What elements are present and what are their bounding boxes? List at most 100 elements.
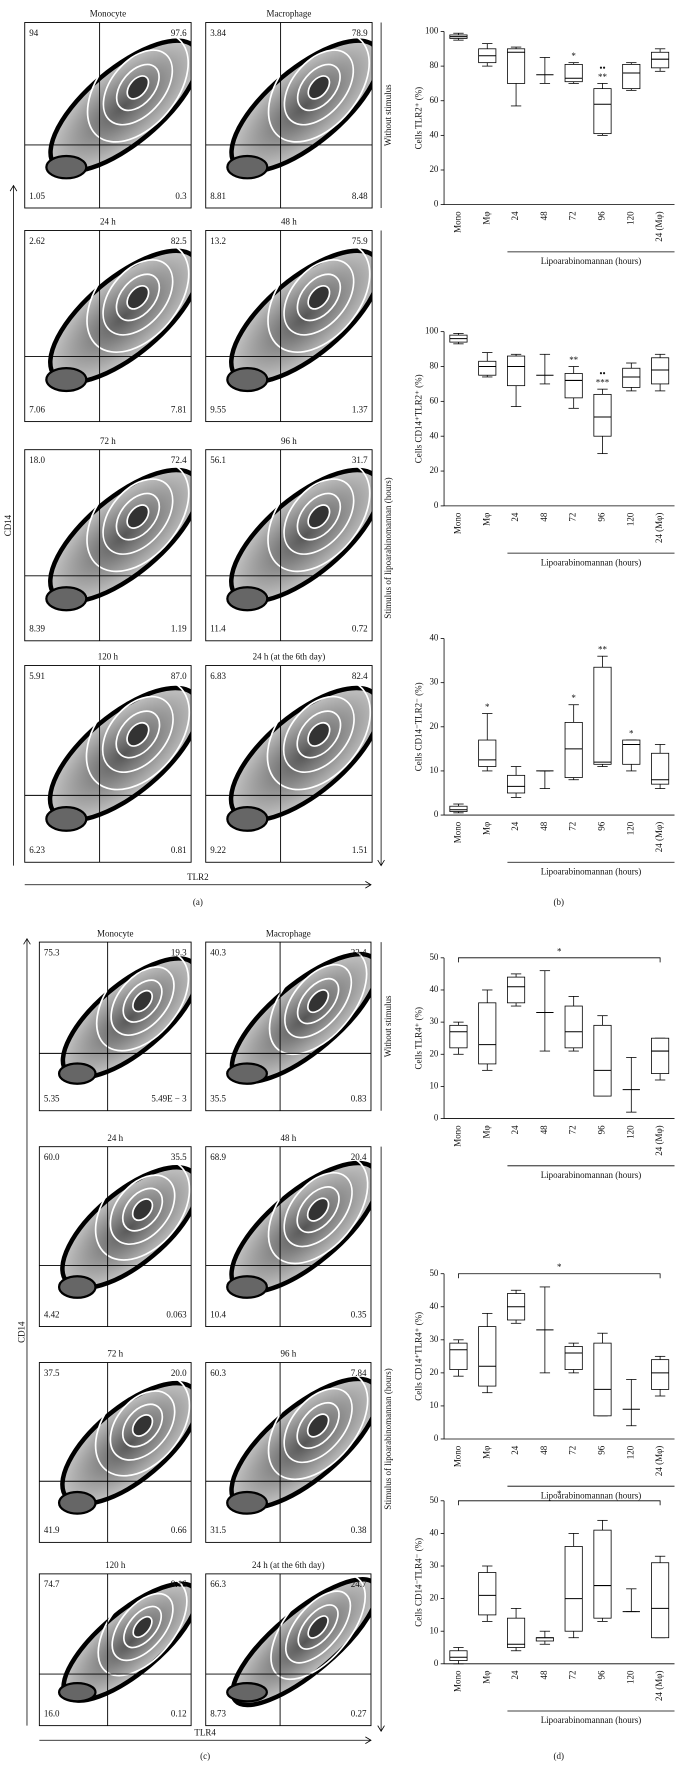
quadrant-value: 31.7 — [352, 455, 368, 465]
plot-title: 24 h — [100, 217, 116, 227]
x-tick-label: 24 (Mφ) — [654, 822, 664, 852]
y-axis-label: Cells CD14⁻TLR2⁻ (%) — [413, 682, 423, 771]
quadrant-value: 7.06 — [29, 404, 45, 414]
contour — [226, 1682, 268, 1703]
quadrant-value: 1.37 — [352, 404, 368, 414]
group-label: Without stimulus — [383, 995, 393, 1057]
x-tick-label: 96 — [597, 211, 607, 220]
quadrant-value: 5.49E − 3 — [151, 1094, 187, 1104]
box — [449, 1342, 468, 1370]
contour — [57, 1062, 97, 1085]
axis-label: TLR4 — [194, 1728, 216, 1738]
arrow-head — [365, 881, 372, 889]
quadrant-value: 94 — [29, 28, 38, 38]
contour — [296, 492, 342, 541]
plot-title: 48 h — [280, 1133, 296, 1143]
quadrant-value: 0.81 — [171, 845, 187, 855]
y-tick-label: 0 — [434, 809, 439, 819]
contour — [283, 478, 355, 555]
box — [651, 357, 670, 385]
x-tick-label: 72 — [568, 822, 578, 831]
y-tick-label: 20 — [429, 465, 438, 475]
y-tick-label: 50 — [429, 1268, 438, 1278]
box — [478, 739, 497, 767]
contour — [126, 721, 150, 747]
quadrant-value: 40.3 — [210, 947, 226, 957]
contour — [131, 1198, 154, 1222]
quadrant-value: 97.6 — [171, 28, 187, 38]
x-tick-label: 24 — [510, 1670, 520, 1679]
contour — [283, 49, 355, 126]
x-tick-label: 120 — [625, 1670, 635, 1684]
quadrant-value: 0.063 — [166, 1309, 187, 1319]
contour — [109, 1174, 176, 1245]
plot-frame — [205, 665, 373, 863]
plot-title: 120 h — [105, 1560, 126, 1570]
quadrant-value: 0.3 — [175, 191, 187, 201]
arrow-head — [9, 184, 18, 192]
plot-title: 72 h — [100, 436, 116, 446]
box — [651, 51, 670, 69]
plot-title: 24 h — [107, 1133, 123, 1143]
x-tick-label: 72 — [568, 513, 578, 522]
quadrant-value: 41.9 — [44, 1525, 60, 1535]
contour — [131, 1414, 154, 1437]
y-tick-label: 40 — [429, 1527, 438, 1537]
contour — [266, 678, 372, 791]
x-tick-label: Mono — [453, 1445, 463, 1467]
plot-frame — [38, 1362, 192, 1543]
y-tick-label: 20 — [429, 164, 438, 174]
quadrant-value: 8.48 — [352, 191, 368, 201]
contour — [45, 154, 88, 180]
plot-frame — [205, 941, 372, 1112]
quadrant-value: 75.9 — [352, 236, 368, 246]
quadrant-value: 72.4 — [171, 455, 187, 465]
quadrant-value: 0.38 — [351, 1525, 367, 1535]
box — [449, 1024, 468, 1049]
quadrant-value: 8.39 — [29, 624, 45, 634]
plot-title: 120 h — [98, 652, 119, 662]
y-tick-label: 0 — [434, 1658, 439, 1668]
box — [478, 1572, 497, 1616]
x-tick-label: 48 — [539, 512, 549, 521]
x-tick-label: Mono — [453, 1125, 463, 1147]
quadrant-value: 18.0 — [29, 455, 45, 465]
box — [593, 88, 612, 135]
contour — [57, 1490, 97, 1515]
y-tick-label: 100 — [425, 26, 439, 36]
x-tick-label: 72 — [568, 1125, 578, 1134]
x-tick-label: 24 (Mφ) — [654, 513, 664, 543]
x-tick-label: 120 — [625, 512, 635, 526]
plot-frame — [205, 1573, 372, 1727]
y-tick-label: 0 — [434, 1113, 439, 1123]
panel-label: (d) — [553, 1751, 563, 1761]
plot-title: 72 h — [107, 1349, 123, 1359]
box — [507, 976, 526, 1004]
plot-frame — [24, 665, 192, 863]
contour — [270, 1573, 367, 1681]
quadrant-value: 0.12 — [171, 1708, 187, 1718]
contour — [95, 950, 190, 1052]
density-plot — [226, 1370, 371, 1515]
contour — [283, 1387, 353, 1464]
x-tick-label: 72 — [568, 1446, 578, 1455]
box — [622, 739, 641, 765]
contour — [110, 966, 175, 1036]
axis-label: CD14 — [3, 514, 13, 536]
bracket-label: * — [557, 1489, 562, 1499]
quadrant-value: 2.62 — [29, 236, 45, 246]
bracket — [458, 957, 661, 963]
contour — [226, 1275, 268, 1299]
contour — [115, 710, 161, 759]
quadrant-value: 0.72 — [352, 624, 368, 634]
contour — [102, 49, 174, 126]
density-plot — [226, 32, 373, 180]
contour — [226, 366, 269, 393]
contour — [297, 1604, 339, 1650]
significance: •• — [599, 63, 605, 73]
quadrant-value: 68.9 — [210, 1152, 226, 1162]
y-axis-label: Cells CD14⁺TLR4⁺ (%) — [413, 1312, 423, 1401]
x-tick-label: Mφ — [481, 513, 491, 526]
contour — [115, 273, 161, 322]
